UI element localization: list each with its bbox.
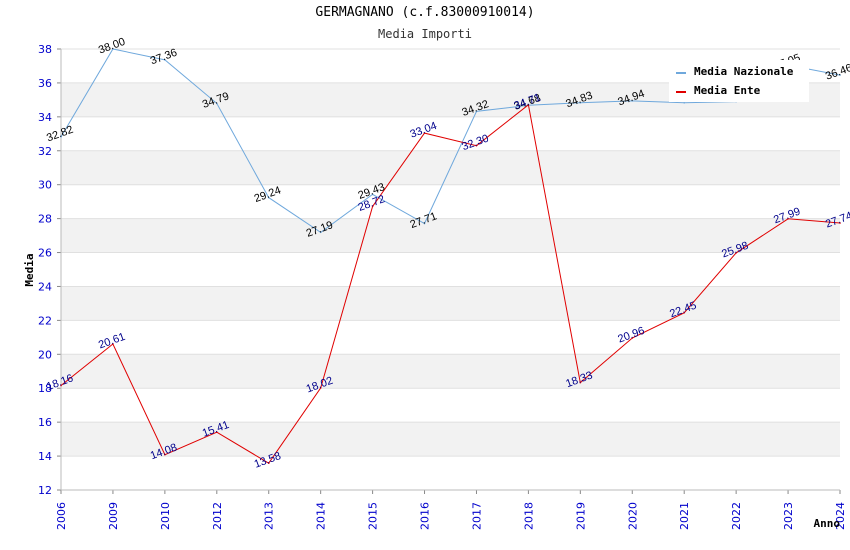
data-point [60,136,62,138]
data-label: 36.46 [824,62,850,83]
data-point [371,193,374,196]
data-point [267,462,270,465]
y-tick-label: 16 [38,416,52,429]
data-point [216,431,218,433]
x-tick-label: 2021 [678,502,691,530]
legend-label-media-ente: Media Ente [694,84,761,97]
y-tick-label: 30 [38,179,52,192]
y-tick-label: 32 [38,145,52,158]
data-point [475,144,478,147]
data-point [112,48,114,50]
chart-title: GERMAGNANO (c.f.83000910014) [315,5,535,20]
x-tick-label: 2006 [55,502,68,530]
data-label: 29.24 [253,184,283,205]
data-point [579,101,582,104]
y-tick-label: 22 [38,314,52,327]
x-tick-label: 2016 [419,502,432,530]
data-point [371,205,374,208]
x-tick-label: 2010 [159,502,172,530]
background-band [61,354,840,389]
data-label: 18.16 [45,372,75,393]
series-line-media-nazionale [60,48,841,234]
data-label: 37.36 [149,47,179,68]
x-tick-label: 2023 [782,502,795,530]
data-label: 32.82 [45,124,75,145]
y-tick-label: 28 [38,213,52,226]
data-label: 33.04 [409,120,439,141]
y-axis-title: Media [23,253,36,286]
data-point [683,101,685,104]
data-point [164,453,166,456]
y-tick-label: 24 [38,280,52,293]
data-point [60,384,62,387]
x-tick-labels: 2006 2009 2010 2012 2013 2014 2015 2016 2017 2018… [55,502,847,530]
y-tick-label: 36 [38,77,52,90]
data-point [735,252,737,254]
data-point [164,59,166,61]
x-tick-label: 2024 [834,502,847,530]
data-point [216,102,218,105]
legend: Media Nazionale Media Ente [669,60,809,102]
y-tick-label: 26 [38,247,52,260]
data-point [267,196,270,199]
y-tick-label: 20 [38,348,52,361]
legend-background [669,60,809,102]
chart-subtitle: Media Importi [378,27,472,41]
series-lines [60,48,841,465]
data-point [839,74,841,76]
axes [60,49,840,491]
data-label: 20.96 [616,325,646,346]
data-point [579,381,582,384]
data-point [423,132,426,134]
data-point [787,217,789,220]
data-point [631,337,634,339]
series-line-media-ente [60,103,841,464]
y-tick-label: 14 [38,450,52,463]
x-tick-label: 2009 [107,502,120,530]
legend-label-media-nazionale: Media Nazionale [694,65,794,78]
data-point [839,222,841,224]
x-tick-label: 2015 [367,502,380,530]
background-bands [61,82,840,457]
x-tick-label: 2012 [211,502,224,530]
data-label: 20.61 [97,331,127,352]
y-tick-label: 34 [38,111,52,124]
background-band [61,218,840,253]
data-point [112,343,114,345]
x-tick-label: 2019 [574,502,587,530]
data-point [319,231,322,234]
background-band [61,422,840,457]
x-tick-label: 2014 [315,502,328,530]
y-tick-labels: 12 14 16 18 20 22 24 26 28 30 32 34 36 38 [38,43,52,497]
x-tick-label: 2017 [470,502,483,530]
data-label: 38.00 [97,36,127,57]
x-tick-label: 2022 [730,502,743,530]
x-tick-label: 2018 [522,502,535,530]
data-point [423,222,426,225]
data-point [319,387,322,389]
data-point [527,104,530,106]
y-tick-label: 12 [38,484,52,497]
data-point [631,100,634,102]
y-tick-label: 38 [38,43,52,56]
x-tick-label: 2013 [263,502,276,530]
x-axis-title: Anno [814,517,841,530]
data-point [475,110,478,113]
background-band [61,286,840,321]
x-tick-label: 2020 [626,502,639,530]
y-tick-label: 18 [38,382,52,395]
data-point [683,311,685,314]
